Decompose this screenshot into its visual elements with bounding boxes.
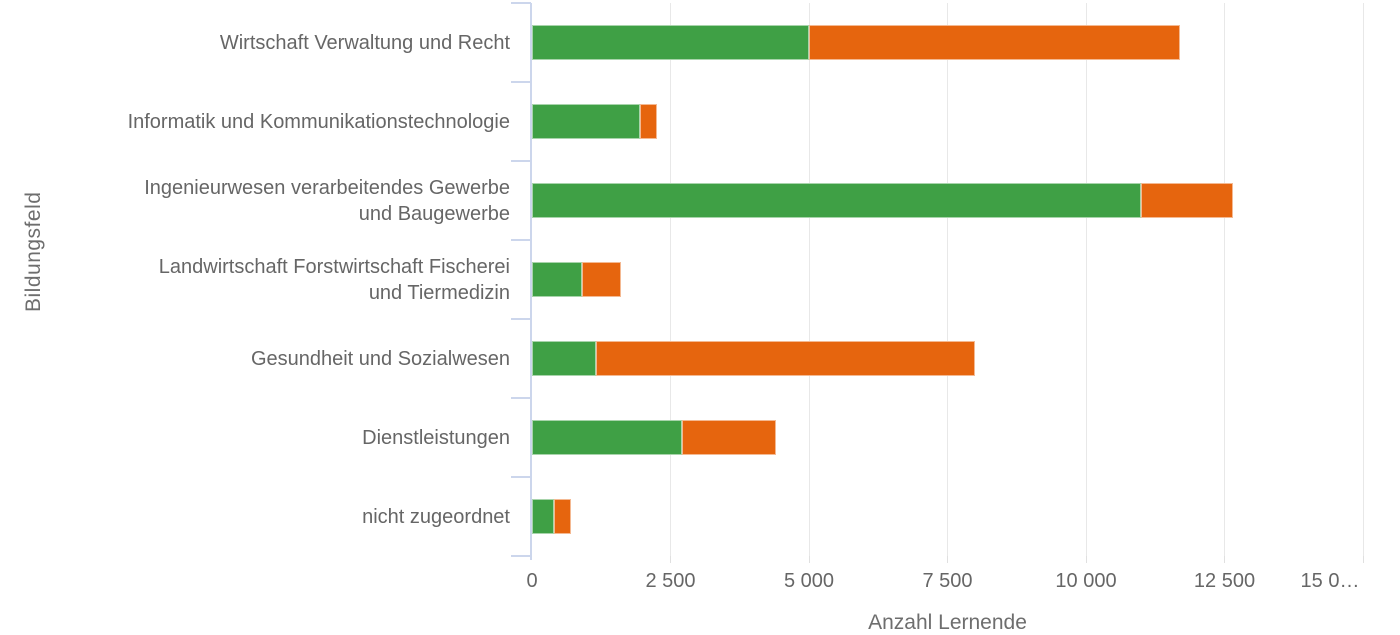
x-axis-title: Anzahl Lernende: [868, 611, 1027, 634]
bar-row-6: [532, 499, 571, 534]
x-tick-label-1: 2 500: [645, 570, 696, 592]
bar-segment-green-series-2[interactable]: [532, 183, 1142, 218]
bar-row-5: [532, 420, 776, 455]
x-tick-label-3: 7 500: [922, 570, 973, 592]
category-label-3: Landwirtschaft Forstwirtschaft Fischerei…: [158, 255, 510, 304]
category-label-2: Ingenieurwesen verarbeitendes Gewerbe und…: [144, 176, 510, 225]
x-tick-label-5: 12 500: [1193, 570, 1256, 592]
bar-row-2: [532, 183, 1233, 218]
y-tick-mark: [511, 397, 531, 399]
x-tick-label-2: 5 000: [783, 570, 835, 592]
category-label-0: Wirtschaft Verwaltung und Recht: [219, 31, 510, 54]
y-tick-mark: [511, 555, 531, 557]
gridline-x-12500: [1224, 3, 1225, 556]
bar-segment-orange-series-2[interactable]: [1141, 183, 1233, 218]
x-tick-mark: [947, 556, 948, 563]
x-tick-label-0: 0: [526, 570, 538, 592]
bar-row-0: [532, 25, 1181, 60]
bar-segment-green-series-5[interactable]: [532, 420, 682, 455]
gridline-x-5000: [808, 3, 810, 556]
bar-segment-green-series-0[interactable]: [532, 25, 809, 60]
bar-row-1: [532, 104, 657, 139]
y-tick-mark: [511, 81, 531, 83]
y-tick-mark: [511, 318, 531, 320]
gridline-x-7500: [947, 3, 948, 556]
bar-segment-orange-series-6[interactable]: [554, 499, 571, 534]
y-tick-mark: [511, 239, 531, 241]
y-tick-mark: [511, 2, 531, 4]
x-tick-label-6: 15 0…: [1300, 570, 1360, 592]
bar-segment-green-series-1[interactable]: [532, 104, 641, 139]
x-tick-mark: [1224, 556, 1225, 563]
bar-row-4: [532, 341, 976, 376]
y-tick-mark: [511, 160, 531, 162]
x-tick-mark: [670, 556, 671, 563]
category-label-4: Gesundheit und Sozialwesen: [250, 347, 510, 370]
bar-segment-orange-series-3[interactable]: [581, 262, 621, 297]
gridline-x-10000: [1085, 3, 1087, 556]
category-label-5: Dienstleistungen: [362, 426, 510, 449]
category-label-6: nicht zugeordnet: [362, 505, 510, 528]
y-tick-mark: [511, 476, 531, 478]
gridline-x-15000: [1362, 3, 1364, 556]
plot-area: [511, 2, 1364, 563]
bar-segment-green-series-3[interactable]: [532, 262, 582, 297]
x-tick-mark: [1085, 556, 1087, 563]
x-tick-mark: [1362, 556, 1364, 563]
y-axis-line: [530, 3, 532, 560]
bar-segment-orange-series-1[interactable]: [640, 104, 657, 139]
bar-segment-orange-series-5[interactable]: [681, 420, 776, 455]
category-label-1: Informatik und Kommunikationstechnologie: [127, 110, 510, 133]
gridline-x-2500: [670, 3, 671, 556]
bar-row-3: [532, 262, 621, 297]
x-tick-mark: [808, 556, 810, 563]
bar-segment-green-series-4[interactable]: [532, 341, 596, 376]
bar-segment-green-series-6[interactable]: [532, 499, 555, 534]
bar-segment-orange-series-4[interactable]: [595, 341, 976, 376]
x-tick-label-4: 10 000: [1055, 570, 1117, 592]
bar-segment-orange-series-0[interactable]: [809, 25, 1181, 60]
